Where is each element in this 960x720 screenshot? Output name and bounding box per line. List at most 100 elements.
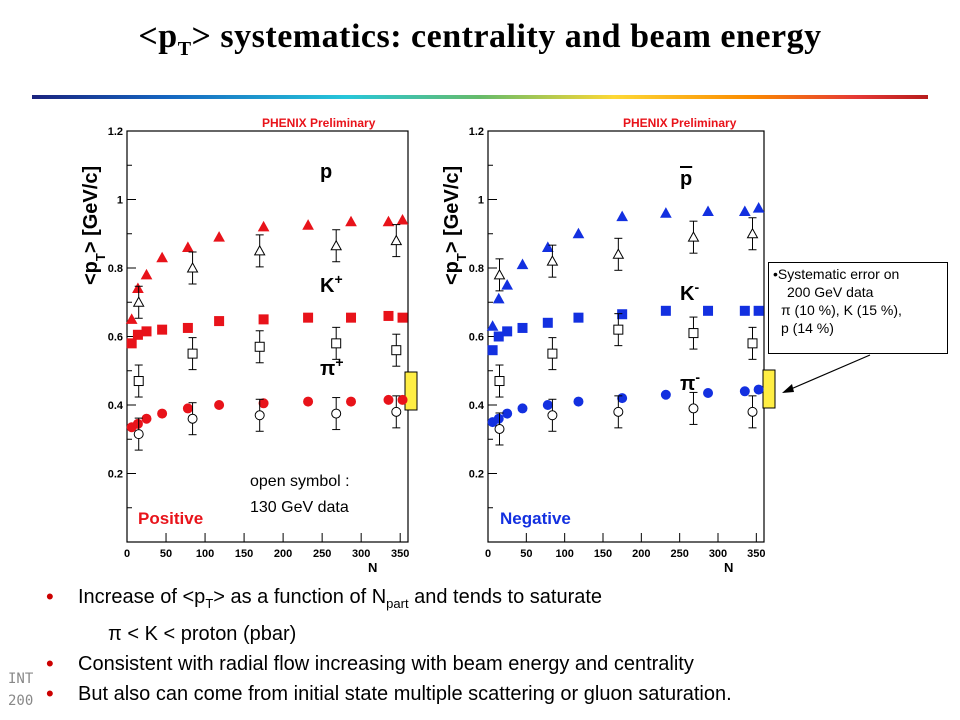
bullet-list: • Increase of <pT> as a function of Npart…: [44, 582, 954, 709]
series-π+-130: [133, 395, 402, 451]
bullet-dot: •: [46, 681, 54, 706]
data-point: [753, 384, 764, 395]
x-tick-label: 100: [555, 548, 573, 560]
series-K+-130: [133, 326, 402, 398]
data-point: [125, 313, 138, 324]
data-point: [517, 322, 528, 333]
note-arrow: [783, 354, 871, 393]
panel-label: Negative: [500, 509, 571, 528]
data-point: [492, 292, 505, 304]
title-post: > systematics: centrality and beam energ…: [191, 18, 822, 55]
y-tick-label: 0.8: [108, 263, 123, 275]
y-tick-label: 0.8: [469, 263, 484, 275]
y-tick-label: 0.4: [469, 400, 485, 412]
series-K+: [126, 310, 408, 349]
x-tick-label: 300: [352, 548, 370, 560]
data-point: [254, 410, 265, 421]
x-axis-label: N: [368, 560, 377, 575]
data-point: [345, 215, 357, 227]
data-point: [547, 348, 558, 359]
data-point: [346, 312, 357, 323]
data-point: [258, 398, 269, 409]
b1-sub2: part: [386, 596, 409, 611]
data-point: [572, 227, 585, 239]
page-title: <pT> systematics: centrality and beam en…: [0, 18, 960, 61]
data-point: [660, 305, 671, 316]
series-pbar: [486, 202, 765, 331]
data-point: [688, 403, 699, 414]
note-line: •Systematic error on: [773, 266, 900, 282]
data-point: [187, 413, 198, 424]
data-point: [542, 317, 553, 328]
data-point: [738, 205, 751, 216]
data-point: [616, 210, 629, 222]
data-point: [613, 406, 624, 417]
panel-header: PHENIX Preliminary: [623, 116, 737, 130]
data-point: [141, 326, 152, 337]
x-tick-label: 0: [124, 548, 130, 560]
data-point: [752, 202, 765, 213]
data-point: [303, 396, 314, 407]
data-point: [397, 312, 408, 323]
b3-text: But also can come from initial state mul…: [78, 683, 732, 705]
data-point: [660, 207, 672, 218]
data-point: [613, 324, 624, 335]
b1-sub1: T: [205, 596, 214, 611]
data-point: [132, 329, 143, 340]
data-point: [133, 376, 144, 387]
data-point: [516, 258, 529, 270]
x-tick-label: 100: [196, 548, 214, 560]
chart-panel-positive: 0.2 0.4 0.6 0.8 1 1.2 0 50 100 150 200 250 300 350 N <p…: [80, 116, 418, 575]
data-point: [346, 396, 357, 407]
data-point: [213, 231, 225, 242]
data-point: [391, 345, 402, 356]
data-point: [257, 220, 270, 232]
x-tick-label: 250: [313, 548, 331, 560]
open-symbol-note: 130 GeV data: [250, 499, 349, 516]
systematic-band: [404, 371, 418, 411]
data-point: [660, 389, 671, 400]
data-point: [494, 423, 505, 434]
series-label: K-: [680, 279, 699, 305]
y-tick-label: 0.2: [108, 469, 123, 481]
bullet-3: • But also can come from initial state mu…: [44, 679, 954, 709]
data-point: [502, 326, 513, 337]
bullet-dot: •: [46, 651, 54, 676]
data-point: [702, 205, 714, 216]
data-point: [617, 393, 628, 404]
x-tick-label: 150: [594, 548, 612, 560]
b1-mid: > as a function of N: [213, 586, 387, 608]
series-label: p: [320, 161, 332, 183]
title-pre: <p: [138, 18, 178, 55]
note-line: 200 GeV data: [787, 284, 874, 300]
x-tick-label: 0: [485, 548, 491, 560]
data-point: [182, 403, 193, 414]
data-point: [182, 241, 194, 252]
data-point: [132, 282, 144, 294]
y-tick-label: 1: [117, 195, 123, 207]
note-line: p (14 %): [781, 320, 834, 336]
data-point: [187, 348, 198, 359]
series-π--130: [494, 391, 758, 446]
data-point: [687, 231, 700, 242]
series-label: p: [680, 168, 692, 190]
data-point: [397, 394, 408, 405]
series-p-130: [132, 224, 403, 319]
x-tick-label: 50: [520, 548, 532, 560]
data-point: [739, 305, 750, 316]
chart-panel-negative: 0.2 0.4 0.6 0.8 1 1.2 0 50 100 150 200 250 300 350 N <p…: [441, 116, 776, 575]
data-point: [746, 227, 759, 239]
data-point: [214, 400, 225, 410]
data-point: [703, 305, 714, 316]
series-p: [125, 214, 409, 324]
series-label: K+: [320, 271, 343, 297]
y-tick-label: 1.2: [108, 126, 123, 138]
data-point: [703, 388, 714, 399]
note-line: π (10 %), K (15 %),: [781, 302, 902, 318]
series-label: π+: [320, 354, 344, 380]
data-point: [501, 279, 514, 290]
y-axis-label: <pT> [GeV/c]: [80, 166, 108, 285]
data-point: [253, 244, 266, 256]
series-label: π-: [680, 369, 700, 395]
y-tick-label: 0.2: [469, 469, 484, 481]
